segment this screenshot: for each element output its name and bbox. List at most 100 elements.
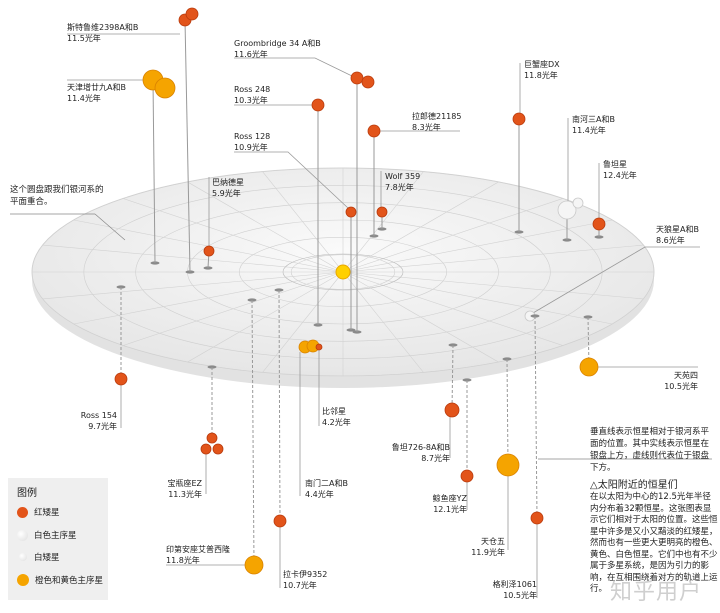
disc-grid-spoke [342,171,424,273]
red-dwarf-star-icon [311,98,325,112]
red-dwarf-star-icon [206,432,218,444]
legend-title: 图例 [17,488,37,499]
info-title: △太阳附近的恒星们 [590,480,678,491]
red-dwarf-star-icon [376,206,388,218]
disc-grid-spoke [342,198,564,273]
red-dwarf-star-icon [350,71,364,85]
star-11 [524,246,700,322]
red-dwarf-star-icon [185,7,199,21]
star-distance: 5.9光年 [212,189,241,198]
star-label: Ross 128 10.9光年 [234,131,270,153]
disc-grid-spoke [342,271,564,346]
disc-note-pointer [94,213,126,241]
star-label: 天津增廿九A和B 11.4光年 [67,82,126,104]
star-name: 印第安座艾普西隆 [166,545,230,554]
star-label: 南河三A和B 11.4光年 [572,114,615,136]
red-dwarf-star-icon [367,124,381,138]
star-label: 鲁坦星 12.4光年 [603,159,637,181]
red-dwarf-star-icon [512,112,526,126]
label-leader [234,151,349,209]
disc-grid-spoke [187,271,344,363]
star-12 [579,315,698,377]
star-15 [166,298,264,575]
star-label: 天苑四 10.5光年 [664,370,698,392]
disc-grid-spoke [122,198,344,273]
star-9 [557,118,584,242]
disc-grid-spoke [342,244,644,273]
star-label: Ross 248 10.3光年 [234,84,270,106]
disc-note: 这个圆盘跟我们银河系的平面重合。 [10,185,104,207]
star-label: 印第安座艾普西隆 11.8光年 [166,544,230,566]
solid-plane-line [152,79,156,264]
star-distance: 7.8光年 [385,183,414,192]
dashed-plane-line [534,315,538,519]
star-distance: 9.7光年 [88,422,117,431]
legend-label: 红矮星 [34,508,60,518]
star-distance: 10.5光年 [664,382,698,391]
star-label: 巴纳德星 5.9光年 [212,177,244,199]
star-distance: 10.5光年 [503,591,537,600]
label-leader [234,57,353,77]
orange-yellow-star-icon [244,555,264,575]
info-body: 在以太阳为中心的12.5光年半径内分布着32颗恒星。这张图表显示它们相对于太阳的… [590,492,718,594]
star-label: 斯特鲁维2398A和B 11.5光年 [67,22,138,44]
star-name: 拉卡伊9352 [283,570,328,579]
star-label: 鲁坦726-8A和B 8.7光年 [392,442,450,464]
star-1 [67,69,176,265]
star-name: 鲁坦星 [603,160,627,169]
star-distance: 10.3光年 [234,96,268,105]
disc-grid-spoke [342,181,499,273]
star-label: Ross 154 9.7光年 [81,410,117,432]
red-dwarf-star-icon [273,514,287,528]
star-name: 天苑四 [674,371,698,380]
dashed-plane-line [451,344,454,411]
star-distance: 11.9光年 [471,548,505,557]
disc-grid-spoke [262,271,344,373]
star-distance: 12.4光年 [603,171,637,180]
red-dwarf-star-icon [592,217,606,231]
star-name: 巨蟹座DX [524,60,560,69]
watermark: 知乎用户 [610,580,703,605]
red-dwarf-star-icon [203,245,215,257]
star-22 [530,314,544,598]
disc-grid-spoke [262,171,344,273]
star-name: 鲁坦726-8A和B [391,443,450,452]
label-leader [532,246,700,314]
star-name: Groombridge 34 A和B [234,39,321,48]
dashed-plane-line [506,358,509,466]
star-label: 格利泽1061 10.5光年 [493,579,537,601]
star-18 [315,343,323,426]
star-label: 拉卡伊9352 10.7光年 [283,569,327,591]
red-dwarf-star-icon [460,469,474,483]
orange-yellow-star-icon [579,357,599,377]
disc-grid-spoke [342,271,644,300]
star-name: 拉郎德21185 [412,112,462,121]
star-label: Wolf 359 7.8光年 [385,171,420,193]
star-name: 天狼星A和B [656,225,699,234]
star-distance: 11.8光年 [524,71,558,80]
star-name: 斯特鲁维2398A和B [67,23,139,32]
legend-item-white-dwarf: 白矮星 [17,551,60,563]
star-name: 宝瓶座EZ [167,479,202,488]
red-dwarf-star-icon [361,75,375,89]
star-name: 鲸鱼座YZ [432,494,467,503]
star-label: Groombridge 34 A和B 11.6光年 [234,38,321,60]
galactic-plane-disc [31,167,655,388]
legend-item-white-main: 白色主序星 [17,529,77,541]
legend-label: 白矮星 [34,553,60,563]
star-name: 比邻星 [322,407,346,416]
star-distance: 10.7光年 [283,581,317,590]
legend-label: 白色主序星 [34,531,77,541]
star-label: 比邻星 4.2光年 [322,406,351,428]
star-0 [67,7,199,274]
star-name: 天津增廿九A和B [67,83,126,92]
star-label: 天狼星A和B 8.6光年 [656,224,699,246]
star-distance: 10.9光年 [234,143,268,152]
star-name: Wolf 359 [385,172,421,181]
star-16 [273,288,287,588]
red-dwarf-star-icon [212,443,224,455]
star-distance: 11.6光年 [234,50,268,59]
red-dwarf-icon [17,506,28,518]
line-note: 垂直线表示恒星相对于银河系平面的位置。其中实线表示恒星在银盘上方，虚线则代表位于… [590,427,710,473]
